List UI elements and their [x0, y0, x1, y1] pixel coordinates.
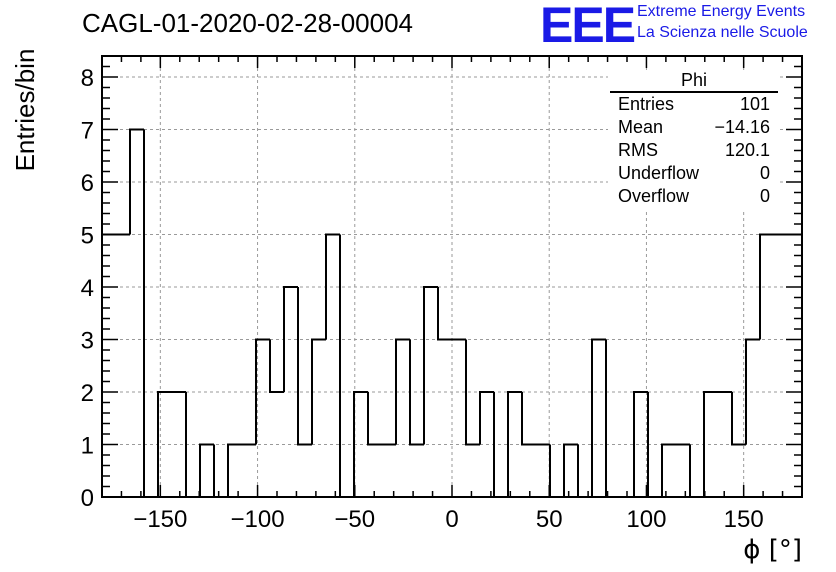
- histogram-bin: [297, 287, 312, 446]
- histogram-bin: [129, 128, 144, 235]
- histogram-bin: [311, 338, 326, 445]
- histogram-bin: [101, 233, 116, 497]
- histogram-bin: [731, 392, 746, 446]
- stats-row-mean: Mean −14.16: [618, 117, 770, 138]
- x-ticks: −150 −100 −50 0 50 100 150: [101, 56, 803, 533]
- histogram-bin: [143, 129, 158, 498]
- histogram-bin: [745, 338, 760, 445]
- histogram-bin: [507, 391, 522, 497]
- histogram-bin: [423, 286, 438, 445]
- histogram-bin: [227, 443, 242, 497]
- histogram-bin: [465, 339, 480, 446]
- stats-value: 120.1: [724, 140, 770, 160]
- stats-value: 0: [759, 186, 770, 206]
- stats-value: 101: [739, 94, 770, 114]
- histogram-bin: [591, 338, 606, 497]
- logo-line-1: Extreme Energy Events: [637, 3, 806, 20]
- histogram-bin: [353, 391, 368, 497]
- histogram-bin: [549, 444, 564, 498]
- stats-label: Underflow: [618, 163, 700, 183]
- eee-logo: EEE: [540, 0, 636, 53]
- stats-value: 0: [759, 163, 770, 183]
- x-tick-label: −50: [334, 506, 375, 533]
- y-tick-label: 6: [81, 170, 94, 197]
- histogram-bin: [367, 392, 382, 446]
- histogram-bin: [479, 391, 494, 445]
- histogram-bin: [577, 444, 592, 498]
- histogram-bin: [437, 287, 452, 341]
- stats-title: Phi: [680, 70, 707, 90]
- run-title: CAGL-01-2020-02-28-00004: [82, 8, 413, 38]
- histogram-bin: [521, 392, 536, 446]
- histogram-bin: [703, 391, 718, 497]
- histogram-bin: [759, 233, 774, 340]
- stats-box: Phi Entries 101 Mean −14.16 RMS 120.1 Un…: [608, 70, 780, 210]
- y-tick-label: 0: [81, 485, 94, 512]
- histogram-bin: [255, 338, 270, 445]
- histogram-bin: [339, 234, 354, 498]
- histogram-bin: [633, 391, 648, 497]
- histogram-bin: [409, 339, 424, 446]
- histogram-bin: [157, 391, 172, 497]
- histogram-bin: [661, 443, 676, 497]
- histogram-bin: [283, 286, 298, 392]
- histogram-bin: [199, 443, 214, 497]
- stats-row-entries: Entries 101: [618, 94, 770, 115]
- histogram-bin: [605, 339, 620, 498]
- stats-value: −14.16: [714, 117, 770, 137]
- histogram-bin: [689, 444, 704, 498]
- histogram-bin: [213, 444, 228, 498]
- histogram-bin: [563, 443, 578, 497]
- x-tick-label: −150: [133, 506, 187, 533]
- x-tick-label: 50: [536, 506, 563, 533]
- y-axis-label: Entries/bin: [10, 49, 40, 172]
- histogram-bin: [395, 338, 410, 445]
- stats-label: Mean: [618, 117, 664, 137]
- histogram-bin: [269, 339, 284, 393]
- y-ticks: 0 1 2 3 4 5 6 7 8: [81, 55, 802, 512]
- y-tick-label: 4: [81, 275, 94, 302]
- x-tick-label: 150: [724, 506, 764, 533]
- histogram-bin: [788, 233, 803, 497]
- histogram-bin: [325, 233, 340, 340]
- y-tick-label: 5: [81, 223, 94, 250]
- x-tick-label: −100: [231, 506, 285, 533]
- y-tick-label: 3: [81, 328, 94, 355]
- y-tick-label: 1: [81, 433, 94, 460]
- x-axis-label: ϕ [°]: [743, 535, 802, 565]
- stats-divider: [610, 91, 778, 93]
- stats-label: RMS: [618, 140, 658, 160]
- stats-row-underflow: Underflow 0: [618, 163, 770, 184]
- logo-line-2: La Scienza nelle Scuole: [637, 24, 808, 41]
- stats-row-overflow: Overflow 0: [618, 186, 770, 207]
- stats-row-rms: RMS 120.1: [618, 140, 770, 161]
- y-tick-label: 7: [81, 118, 94, 145]
- stats-label: Overflow: [618, 186, 690, 206]
- stats-label: Entries: [618, 94, 675, 114]
- x-tick-label: 0: [445, 506, 458, 533]
- y-tick-label: 2: [81, 380, 94, 407]
- x-tick-label: 100: [626, 506, 666, 533]
- y-tick-label: 8: [81, 65, 94, 92]
